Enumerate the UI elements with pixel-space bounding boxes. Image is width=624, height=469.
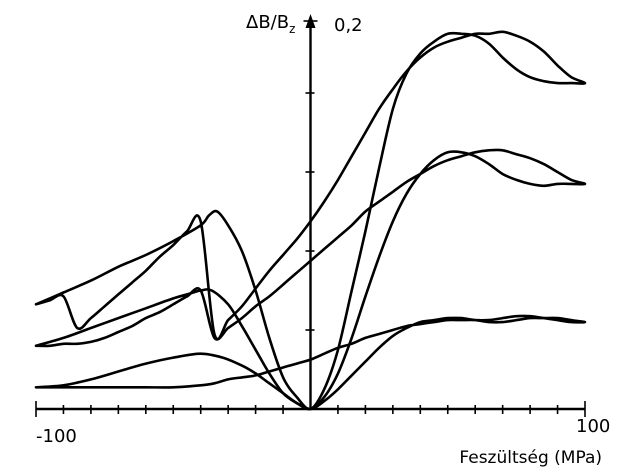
curves-group [34,30,587,411]
x-tick-label-max: 100 [576,416,610,437]
hysteresis-curve-3 [34,314,587,411]
hysteresis-curve-1 [34,30,587,411]
x-tick-label-min: -100 [36,426,77,447]
y-tick-label: 0,2 [334,15,363,36]
y-axis-label: ΔB/Bz [246,12,295,36]
hysteresis-curve-2 [34,148,587,411]
axes-group [36,14,585,411]
ticks-group [35,20,586,417]
y-axis-label-main: ΔB/B [246,12,289,33]
x-axis-label: Feszültség (MPa) [459,448,602,468]
y-axis-label-subscript: z [289,22,295,36]
